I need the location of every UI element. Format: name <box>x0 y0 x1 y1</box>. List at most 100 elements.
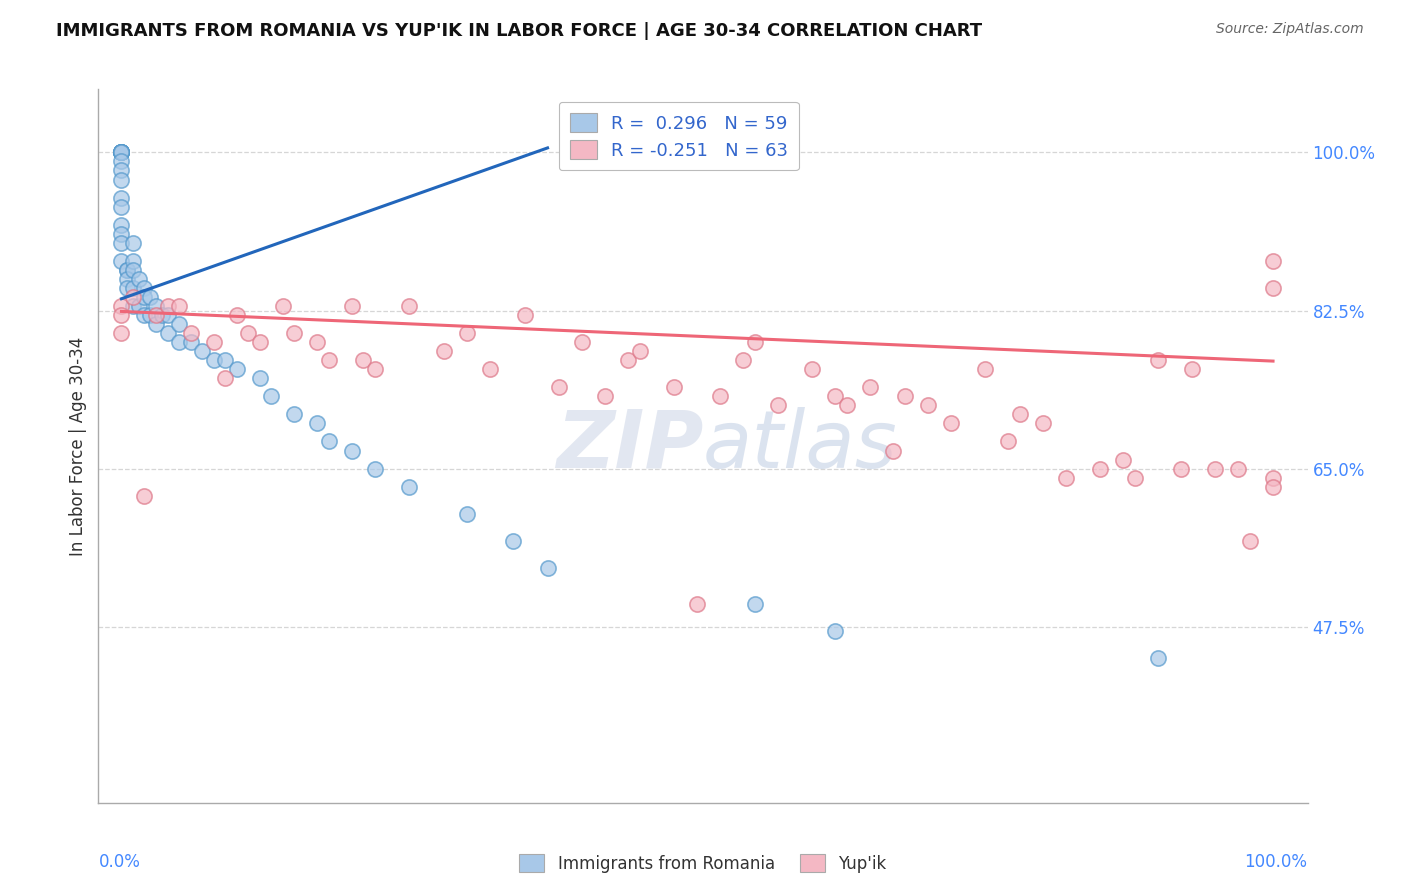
Point <box>110 145 132 160</box>
Point <box>110 145 132 160</box>
Point <box>139 290 162 304</box>
Point <box>1032 417 1054 431</box>
Point <box>214 371 236 385</box>
Point <box>307 335 329 350</box>
Point <box>110 326 132 340</box>
Point <box>1170 461 1192 475</box>
Point <box>110 191 132 205</box>
Point <box>145 317 167 331</box>
Text: atlas: atlas <box>703 407 898 485</box>
Text: 0.0%: 0.0% <box>98 853 141 871</box>
Point <box>180 335 202 350</box>
Point <box>502 533 524 548</box>
Point <box>456 507 478 521</box>
Point <box>1239 533 1261 548</box>
Point <box>364 362 387 376</box>
Point <box>859 380 882 394</box>
Point <box>110 145 132 160</box>
Point <box>110 218 132 232</box>
Point <box>225 308 247 322</box>
Point <box>398 480 420 494</box>
Text: 100.0%: 100.0% <box>1244 853 1308 871</box>
Point <box>1112 452 1135 467</box>
Point <box>110 145 132 160</box>
Point <box>225 362 247 376</box>
Point <box>1261 281 1284 295</box>
Point <box>134 281 156 295</box>
Point <box>214 353 236 368</box>
Text: Source: ZipAtlas.com: Source: ZipAtlas.com <box>1216 22 1364 37</box>
Text: ZIP: ZIP <box>555 407 703 485</box>
Point <box>882 443 904 458</box>
Point <box>115 263 138 277</box>
Point <box>1204 461 1226 475</box>
Point <box>548 380 571 394</box>
Point <box>134 308 156 322</box>
Point <box>167 299 190 313</box>
Point <box>686 597 709 611</box>
Point <box>128 299 150 313</box>
Point <box>364 461 387 475</box>
Point <box>110 308 132 322</box>
Point <box>307 417 329 431</box>
Point <box>167 335 190 350</box>
Point <box>593 389 616 403</box>
Point <box>122 253 145 268</box>
Point <box>801 362 824 376</box>
Y-axis label: In Labor Force | Age 30-34: In Labor Force | Age 30-34 <box>69 336 87 556</box>
Point <box>997 434 1019 449</box>
Point <box>110 299 132 313</box>
Point <box>110 163 132 178</box>
Point <box>128 272 150 286</box>
Point <box>340 299 363 313</box>
Point <box>110 253 132 268</box>
Point <box>115 263 138 277</box>
Point <box>824 624 846 639</box>
Point <box>398 299 420 313</box>
Point <box>1261 480 1284 494</box>
Point <box>617 353 640 368</box>
Point <box>1008 408 1031 422</box>
Point <box>249 371 271 385</box>
Point <box>202 335 225 350</box>
Point <box>156 299 179 313</box>
Point <box>1054 470 1077 484</box>
Point <box>145 299 167 313</box>
Point <box>110 154 132 169</box>
Point <box>167 317 190 331</box>
Point <box>1090 461 1112 475</box>
Point <box>134 489 156 503</box>
Point <box>433 344 456 359</box>
Point <box>236 326 259 340</box>
Point <box>134 290 156 304</box>
Point <box>191 344 214 359</box>
Point <box>318 434 340 449</box>
Point <box>283 326 305 340</box>
Point <box>478 362 501 376</box>
Point <box>110 145 132 160</box>
Point <box>249 335 271 350</box>
Legend: R =  0.296   N = 59, R = -0.251   N = 63: R = 0.296 N = 59, R = -0.251 N = 63 <box>558 102 799 170</box>
Point <box>456 326 478 340</box>
Point <box>122 263 145 277</box>
Point <box>513 308 536 322</box>
Point <box>766 398 789 412</box>
Point <box>744 335 766 350</box>
Point <box>156 326 179 340</box>
Point <box>1147 651 1170 665</box>
Point <box>744 597 766 611</box>
Point <box>939 417 962 431</box>
Point <box>150 308 173 322</box>
Point <box>110 145 132 160</box>
Point <box>628 344 651 359</box>
Point <box>110 235 132 250</box>
Point <box>271 299 294 313</box>
Text: IMMIGRANTS FROM ROMANIA VS YUP'IK IN LABOR FORCE | AGE 30-34 CORRELATION CHART: IMMIGRANTS FROM ROMANIA VS YUP'IK IN LAB… <box>56 22 983 40</box>
Point <box>115 272 138 286</box>
Point <box>110 227 132 241</box>
Point <box>352 353 374 368</box>
Point <box>1227 461 1250 475</box>
Point <box>733 353 755 368</box>
Point <box>110 145 132 160</box>
Point <box>1147 353 1170 368</box>
